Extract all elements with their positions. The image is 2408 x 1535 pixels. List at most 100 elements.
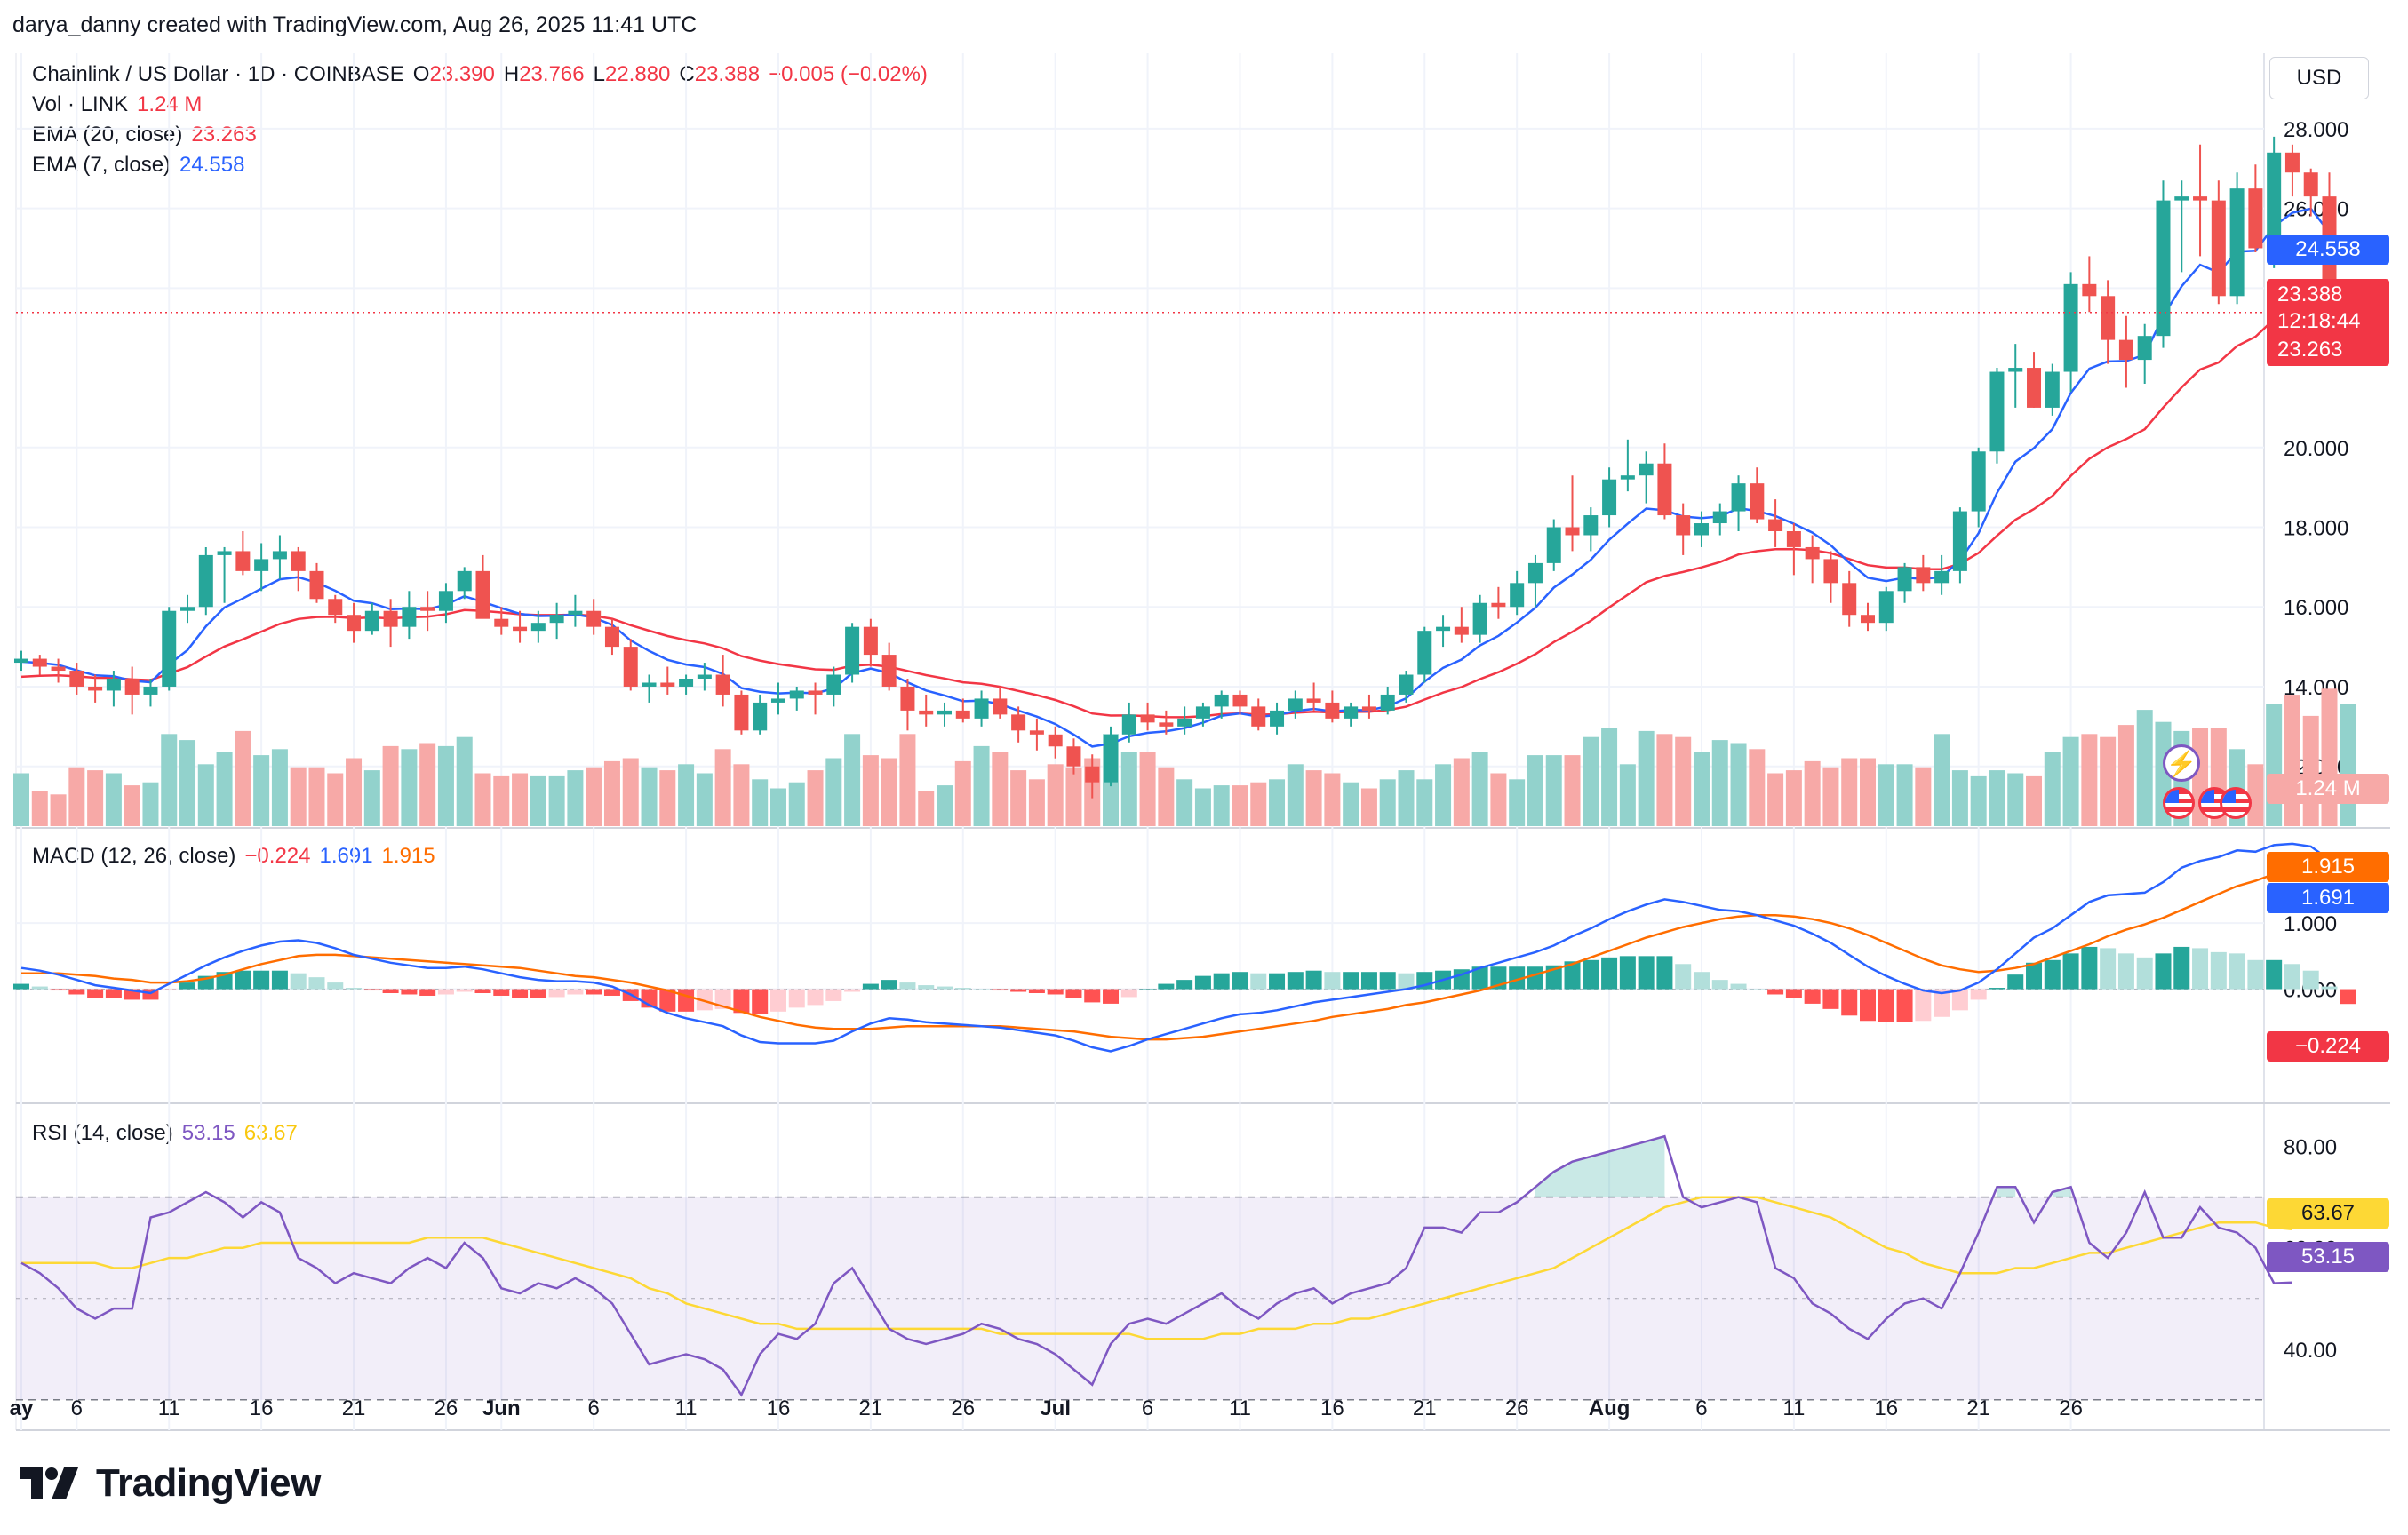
us-flag-icon[interactable] (2163, 787, 2195, 819)
macd-histogram-bar (678, 989, 695, 1012)
ema20-legend: EMA (20, close) 23.263 (32, 123, 266, 147)
macd-signal-line (21, 861, 2348, 1041)
currency-button[interactable]: USD (2269, 57, 2369, 99)
candle-body (586, 610, 602, 627)
volume-bar (2117, 725, 2134, 826)
macd-histogram-bar (1989, 988, 2005, 990)
volume-bar (1416, 779, 1433, 826)
volume-bar (161, 734, 178, 826)
volume-label[interactable]: Vol · LINK (32, 92, 129, 116)
macd-histogram-bar (1084, 989, 1101, 1003)
candle-body (770, 698, 785, 703)
macd-histogram-bar (87, 989, 104, 998)
candle-body (549, 615, 564, 624)
macd-histogram-bar (13, 983, 29, 990)
volume-bar (1693, 752, 1710, 826)
volume-bar (2100, 736, 2117, 826)
candle-body (1251, 706, 1266, 727)
candle-body (14, 658, 28, 664)
candle-body (328, 599, 343, 616)
symbol-name[interactable]: Chainlink / US Dollar · 1D · COINBASE (32, 62, 404, 86)
ema20-value: 23.263 (191, 123, 257, 147)
macd-histogram-bar (1324, 972, 1341, 990)
macd-histogram-bar (68, 989, 85, 995)
volume-bar (862, 755, 879, 826)
candle-body (530, 623, 546, 632)
candle-body (1417, 631, 1432, 675)
candle-body (881, 655, 897, 687)
time-axis-label: 6 (1695, 1396, 1707, 1420)
macd-histogram-bar (2284, 964, 2300, 990)
candle-body (217, 551, 232, 555)
us-flag-icon[interactable] (2220, 787, 2252, 819)
ema7-label[interactable]: EMA (7, close) (32, 153, 171, 177)
rsi-label[interactable]: RSI (14, close) (32, 1121, 173, 1145)
change-value: −0.005 (−0.02%) (769, 62, 928, 86)
candle-body (291, 551, 306, 571)
candle-body (420, 607, 435, 611)
volume-bar (382, 745, 399, 826)
candle-body (660, 682, 675, 687)
macd-histogram-bar (659, 989, 676, 1012)
volume-bar (714, 749, 731, 826)
candle-body (1805, 546, 1820, 560)
volume-bar (216, 752, 233, 826)
candle-body (1048, 734, 1063, 747)
volume-bar (1343, 782, 1359, 826)
macd-histogram-bar (105, 989, 122, 998)
high-label: H (503, 62, 520, 86)
volume-bar (1785, 770, 1802, 826)
candle-body (1436, 626, 1451, 632)
ema7-legend: EMA (7, close) 24.558 (32, 153, 253, 178)
candle-body (734, 694, 749, 731)
volume-bar (2081, 734, 2098, 826)
volume-bar (2284, 695, 2300, 826)
candle-body (1878, 591, 1894, 624)
macd-histogram-bar (401, 989, 418, 995)
volume-bar (1509, 779, 1526, 826)
macd-histogram-bar (1583, 959, 1599, 990)
volume-bar (1490, 773, 1507, 826)
candle-body (697, 674, 712, 679)
macd-histogram-bar (2192, 948, 2209, 990)
candle-body (642, 682, 657, 687)
candle-body (124, 679, 140, 695)
volume-bar (1656, 734, 1673, 826)
candle-body (1214, 694, 1229, 707)
rsi-value: 53.15 (181, 1121, 235, 1145)
macd-line-value: 1.691 (319, 844, 373, 868)
macd-histogram-bar (456, 989, 473, 992)
price-axis-label: 16.000 (2284, 596, 2348, 620)
candle-body (235, 551, 251, 571)
macd-histogram-bar (1158, 983, 1175, 990)
symbol-legend: Chainlink / US Dollar · 1D · COINBASE O23… (32, 62, 937, 87)
macd-histogram-bar (862, 983, 879, 990)
candle-body (2156, 200, 2171, 337)
volume-bar (1822, 767, 1839, 826)
candle-body (1011, 714, 1026, 731)
volume-bar (586, 767, 602, 826)
lightning-icon[interactable]: ⚡ (2163, 744, 2200, 782)
volume-bar (641, 767, 658, 826)
macd-histogram-bar (2229, 953, 2245, 990)
volume-bar (1804, 760, 1821, 826)
ema20-line (20, 293, 2348, 719)
macd-histogram-bar (1564, 961, 1581, 990)
volume-bar (603, 760, 620, 826)
candle-body (1232, 694, 1248, 707)
macd-histogram-bar (825, 989, 842, 1001)
ema20-label[interactable]: EMA (20, close) (32, 123, 183, 147)
volume-bar (1360, 788, 1377, 826)
macd-histogram-bar (1951, 989, 1968, 1011)
countdown-label: 12:18:44 (2277, 309, 2361, 333)
macd-label[interactable]: MACD (12, 26, close) (32, 844, 236, 868)
tradingview-logo[interactable]: TradingView (20, 1461, 321, 1506)
candle-body (2284, 152, 2300, 173)
macd-histogram-bar (1841, 989, 1858, 1016)
candle-body (457, 570, 472, 592)
candle-body (1344, 706, 1359, 719)
macd-histogram-bar (788, 989, 805, 1008)
candle-body (1731, 483, 1746, 512)
candle-body (937, 710, 952, 715)
